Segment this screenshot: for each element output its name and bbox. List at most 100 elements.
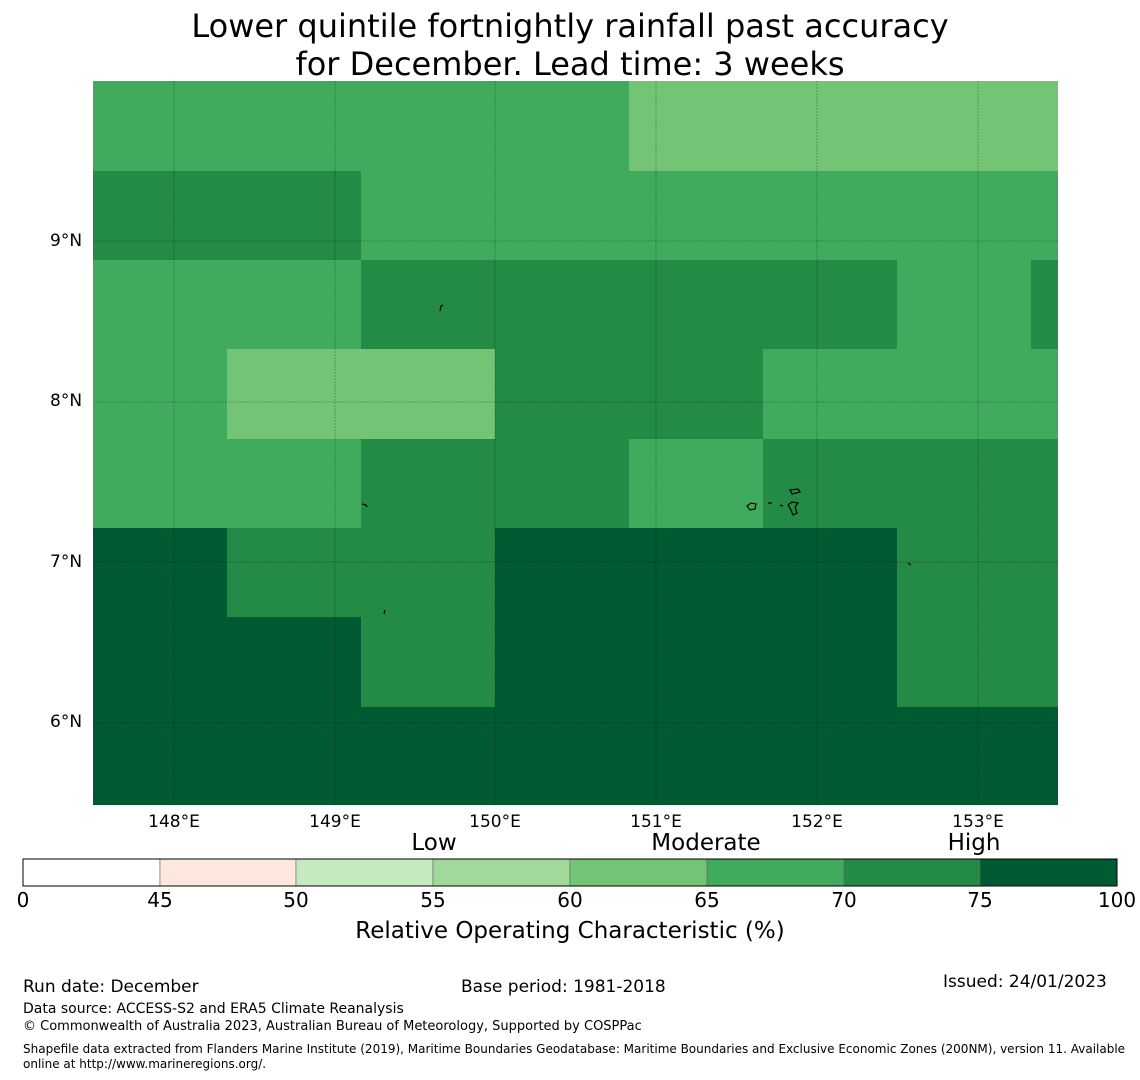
map-title-line-1: Lower quintile fortnightly rainfall past… bbox=[191, 7, 949, 45]
grid-cell bbox=[361, 617, 495, 707]
colorbar-segment bbox=[569, 858, 708, 887]
grid-cell bbox=[227, 260, 361, 349]
grid-cell bbox=[763, 528, 897, 617]
grid-cell bbox=[227, 81, 361, 171]
lon-label-150e: 150°E bbox=[469, 812, 521, 832]
grid-cell bbox=[629, 439, 763, 528]
grid-cell bbox=[897, 707, 1031, 805]
colorbar-segment bbox=[432, 858, 571, 887]
colorbar-outline bbox=[22, 858, 1118, 887]
grid-cell bbox=[629, 260, 763, 349]
grid-cell bbox=[361, 707, 495, 805]
lat-label-8n: 8°N bbox=[50, 391, 83, 411]
grid-cell bbox=[1031, 707, 1058, 805]
grid-cell bbox=[93, 617, 227, 707]
grid-cell bbox=[1031, 260, 1058, 349]
grid-cell bbox=[629, 81, 763, 171]
grid-cell bbox=[495, 528, 629, 617]
colorbar-label: Relative Operating Characteristic (%) bbox=[355, 918, 785, 944]
lon-label-148e: 148°E bbox=[148, 812, 200, 832]
category-moderate: Moderate bbox=[651, 830, 761, 856]
graticule bbox=[93, 81, 1058, 805]
roc-grid-cells bbox=[93, 81, 1058, 805]
grid-cell bbox=[361, 171, 495, 260]
base-period: Base period: 1981-2018 bbox=[461, 977, 666, 997]
colorbar-segment bbox=[22, 858, 161, 887]
grid-cell bbox=[495, 260, 629, 349]
coastlines bbox=[361, 304, 912, 615]
colorbar-tick-label: 60 bbox=[557, 888, 583, 912]
grid-cell bbox=[897, 349, 1031, 439]
colorbar-tick-label: 45 bbox=[147, 888, 173, 912]
grid-cell bbox=[361, 528, 495, 617]
grid-cell bbox=[629, 707, 763, 805]
grid-cell bbox=[1031, 171, 1058, 260]
grid-cell bbox=[93, 439, 227, 528]
grid-cell bbox=[495, 707, 629, 805]
grid-cell bbox=[495, 439, 629, 528]
colorbar-segment bbox=[843, 858, 981, 887]
lon-label-152e: 152°E bbox=[791, 812, 843, 832]
grid-cell bbox=[1031, 617, 1058, 707]
grid-cell bbox=[897, 81, 1031, 171]
category-high: High bbox=[947, 830, 1001, 856]
colorbar-tick-label: 70 bbox=[831, 888, 857, 912]
colorbar-tick-label: 50 bbox=[283, 888, 309, 912]
colorbar-tick-label: 0 bbox=[16, 888, 30, 912]
grid-cell bbox=[361, 439, 495, 528]
grid-cell bbox=[227, 707, 361, 805]
grid-cell bbox=[495, 81, 629, 171]
grid-cell bbox=[227, 349, 361, 439]
grid-cell bbox=[1031, 349, 1058, 439]
grid-cell bbox=[495, 349, 629, 439]
island-outline bbox=[361, 503, 368, 508]
grid-cell bbox=[93, 81, 227, 171]
lon-label-153e: 153°E bbox=[952, 812, 1004, 832]
grid-cell bbox=[227, 171, 361, 260]
colorbar-tick-label: 75 bbox=[967, 888, 993, 912]
colorbar-segment bbox=[295, 858, 434, 887]
grid-cell bbox=[93, 171, 227, 260]
grid-cell bbox=[629, 617, 763, 707]
island-outline bbox=[787, 501, 800, 516]
grid-cell bbox=[93, 528, 227, 617]
lat-label-6n: 6°N bbox=[50, 712, 83, 732]
island-outline bbox=[383, 609, 386, 615]
grid-cell bbox=[897, 260, 1031, 349]
grid-cell bbox=[897, 439, 1031, 528]
island-outline bbox=[439, 304, 444, 312]
grid-cell bbox=[897, 528, 1031, 617]
issued-date: Issued: 24/01/2023 bbox=[943, 972, 1107, 992]
grid-cell bbox=[763, 707, 897, 805]
island-outline bbox=[746, 502, 757, 511]
grid-cell bbox=[763, 349, 897, 439]
island-outline bbox=[907, 562, 912, 566]
colorbar-tick-label: 65 bbox=[694, 888, 720, 912]
grid-cell bbox=[93, 707, 227, 805]
grid-cell bbox=[495, 171, 629, 260]
grid-cell bbox=[227, 528, 361, 617]
colorbar-tick-label: 55 bbox=[420, 888, 446, 912]
grid-cell bbox=[361, 260, 495, 349]
grid-cell bbox=[763, 617, 897, 707]
grid-cell bbox=[227, 439, 361, 528]
grid-cell bbox=[629, 171, 763, 260]
copyright: © Commonwealth of Australia 2023, Austra… bbox=[23, 1019, 642, 1034]
grid-cell bbox=[763, 260, 897, 349]
grid-cell bbox=[93, 349, 227, 439]
grid-cell bbox=[629, 349, 763, 439]
grid-cell bbox=[1031, 439, 1058, 528]
lat-label-9n: 9°N bbox=[50, 231, 83, 251]
island-outline bbox=[779, 504, 784, 507]
grid-cell bbox=[361, 349, 495, 439]
colorbar-segment bbox=[159, 858, 297, 887]
lat-label-7n: 7°N bbox=[50, 552, 83, 572]
grid-cell bbox=[629, 528, 763, 617]
grid-cell bbox=[1031, 528, 1058, 617]
lon-label-151e: 151°E bbox=[630, 812, 682, 832]
grid-cell bbox=[495, 617, 629, 707]
colorbar-segment bbox=[706, 858, 845, 887]
shapefile-credit: Shapefile data extracted from Flanders M… bbox=[23, 1042, 1126, 1071]
run-date: Run date: December bbox=[23, 977, 199, 997]
